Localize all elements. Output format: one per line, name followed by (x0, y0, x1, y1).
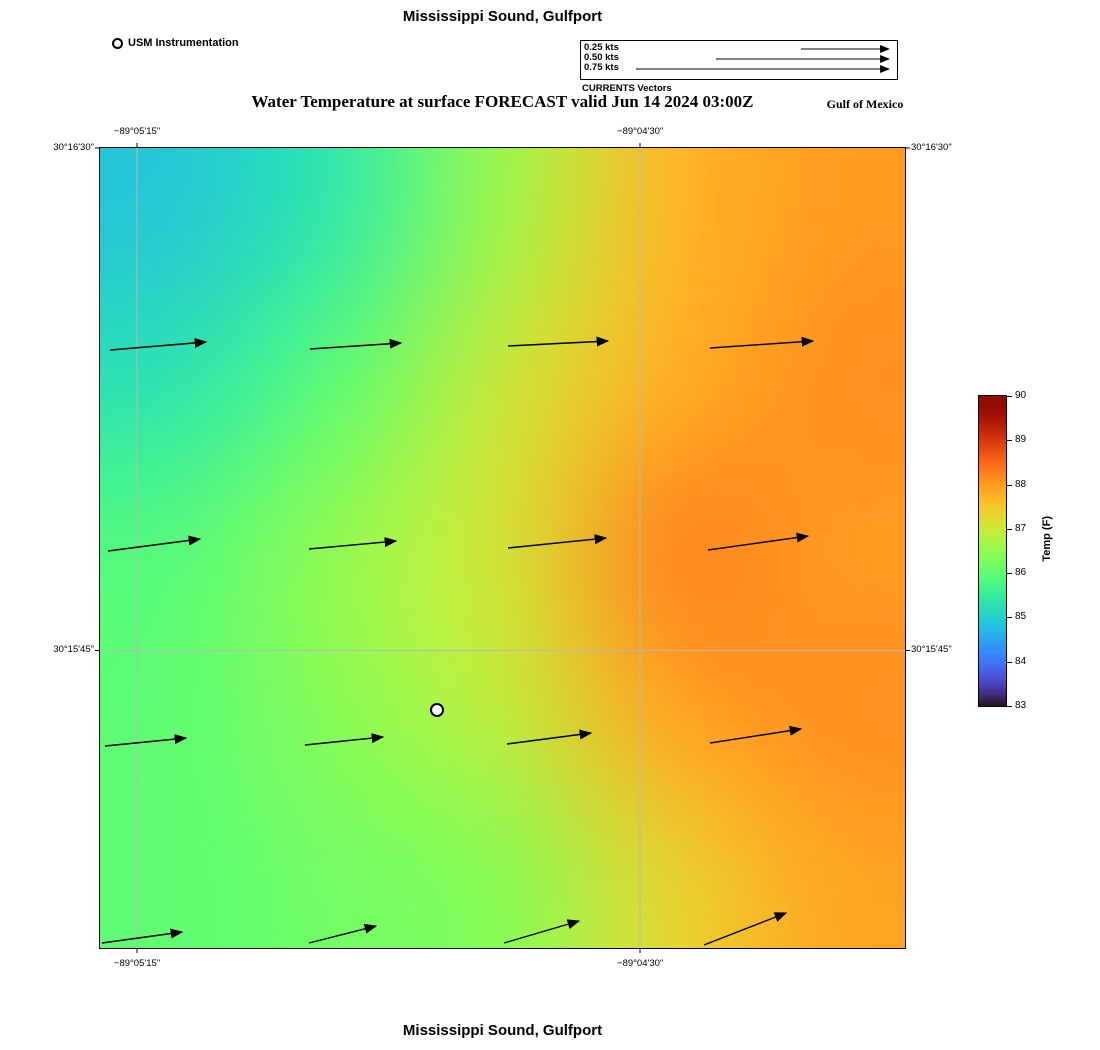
colorbar-title: Temp (F) (1041, 516, 1053, 562)
region-label: Gulf of Mexico (826, 97, 904, 111)
lon-tick-label-bottom: −89°04'30" (617, 958, 664, 969)
colorbar-gradient (979, 396, 1006, 706)
colorbar-tick-label: 85 (1015, 611, 1027, 623)
colorbar-tick (1007, 528, 1012, 530)
map-panel (95, 143, 910, 953)
lon-tick-label-top: −89°04'30" (617, 126, 664, 137)
colorbar-tick-label: 88 (1015, 478, 1027, 490)
vector-scale-label-3: 0.75 kts (584, 62, 619, 73)
colorbar-tick-label: 83 (1015, 700, 1027, 711)
temperature-heatmap (100, 148, 905, 948)
figure-title-bottom: Mississippi Sound, Gulfport (402, 1022, 603, 1039)
lat-tick-label-left: 30°16'30" (53, 142, 94, 153)
figure-title-top: Mississippi Sound, Gulfport (402, 8, 603, 25)
colorbar-tick (1007, 617, 1012, 619)
colorbar-tick (1007, 661, 1012, 663)
colorbar-tick-label: 84 (1015, 655, 1027, 667)
colorbar-tick (1007, 573, 1012, 575)
colorbar-tick-label: 90 (1015, 390, 1027, 401)
colorbar-tick (1007, 706, 1012, 707)
colorbar-tick-label: 87 (1015, 522, 1027, 534)
vector-scale-arrows (636, 45, 890, 73)
colorbar-tick-label: 89 (1015, 434, 1027, 446)
lat-tick-label-left: 30°15'45" (53, 644, 94, 656)
lat-tick-label-right: 30°15'45" (911, 644, 952, 656)
vector-scale-box: 0.25 kts 0.50 kts 0.75 kts (580, 40, 898, 80)
map-overlay (95, 143, 910, 953)
vector-scale-caption: CURRENTS Vectors (582, 83, 672, 94)
colorbar-tick (1007, 396, 1012, 397)
colorbar (978, 395, 1007, 707)
instrument-legend: USM Instrumentation (112, 37, 239, 49)
vector-scale-label-2: 0.50 kts (584, 52, 619, 63)
instrument-legend-label: USM Instrumentation (128, 37, 239, 49)
figure-subtitle: Water Temperature at surface FORECAST va… (251, 92, 754, 111)
colorbar-tick (1007, 484, 1012, 486)
lon-tick-label-top: −89°05'15" (113, 126, 161, 137)
station-circle-icon (112, 37, 123, 49)
vector-scale-label-1: 0.25 kts (584, 42, 619, 53)
lon-tick-label-bottom: −89°05'15" (113, 958, 161, 969)
colorbar-tick-label: 86 (1015, 567, 1027, 579)
colorbar-tick (1007, 440, 1012, 442)
lat-tick-label-right: 30°16'30" (911, 142, 952, 153)
